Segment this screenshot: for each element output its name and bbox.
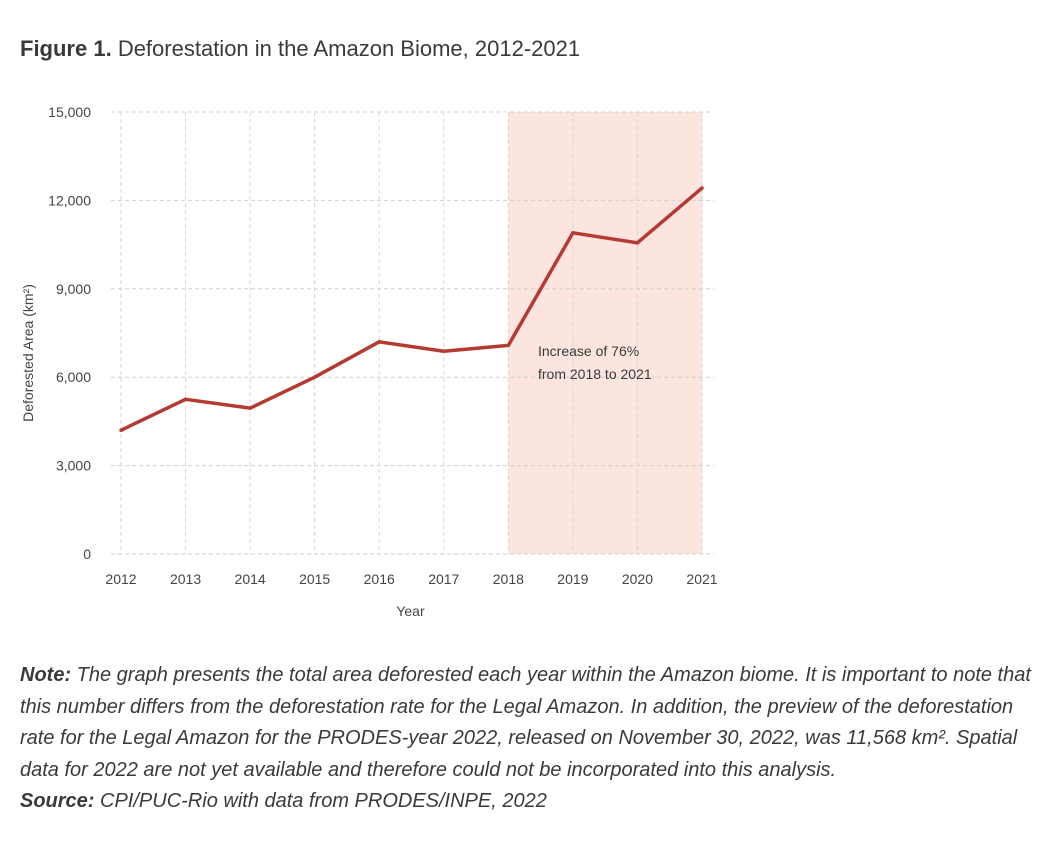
series-line <box>120 186 704 432</box>
data-point <box>377 340 381 344</box>
data-point <box>119 428 123 432</box>
note-paragraph: Note: The graph presents the total area … <box>20 660 1045 786</box>
x-tick-label: 2016 <box>364 571 395 587</box>
highlight-band <box>508 112 702 554</box>
data-point <box>700 186 704 190</box>
y-axis-ticks: 0 3,000 6,000 9,000 12,000 15,000 <box>48 104 91 562</box>
chart-grid <box>111 111 714 555</box>
y-tick-label: 3,000 <box>56 458 91 474</box>
data-point <box>442 349 446 354</box>
y-tick-label: 15,000 <box>48 104 91 120</box>
figure-title-text: Deforestation in the Amazon Biome, 2012-… <box>117 36 581 61</box>
source-text: CPI/PUC-Rio with data from PRODES/INPE, … <box>94 790 547 812</box>
x-tick-label: 2018 <box>493 571 524 587</box>
data-point <box>312 375 317 379</box>
data-point <box>248 406 252 410</box>
annotation-line-2: from 2018 to 2021 <box>538 366 652 382</box>
y-tick-label: 9,000 <box>56 281 91 297</box>
data-point <box>506 343 511 348</box>
x-tick-label: 2019 <box>557 571 588 587</box>
y-axis-label: Deforested Area (km²) <box>20 284 36 422</box>
note-block: Note: The graph presents the total area … <box>20 660 1045 818</box>
x-tick-label: 2020 <box>622 571 653 587</box>
x-tick-label: 2012 <box>105 571 136 587</box>
note-label: Note: <box>20 664 72 686</box>
data-point <box>571 231 575 235</box>
annotation-line-1: Increase of 76% <box>538 343 639 359</box>
data-point <box>635 241 640 245</box>
note-text: The graph presents the total area defore… <box>20 664 1031 781</box>
y-tick-label: 12,000 <box>48 192 91 208</box>
x-tick-label: 2021 <box>686 571 717 587</box>
x-axis-ticks: 2012 2013 2014 2015 2016 2017 2018 2019 2020 2021 <box>105 571 717 587</box>
data-point <box>183 397 188 402</box>
figure-title: Figure 1. Deforestation in the Amazon Bi… <box>20 36 580 62</box>
x-tick-label: 2014 <box>235 571 266 587</box>
x-tick-label: 2017 <box>428 571 459 587</box>
y-tick-label: 6,000 <box>56 369 91 385</box>
figure-number: Figure 1. <box>20 36 112 61</box>
series-points <box>119 186 704 432</box>
y-tick-label: 0 <box>83 546 91 562</box>
x-tick-label: 2013 <box>170 571 201 587</box>
source-label: Source: <box>20 790 95 812</box>
x-axis-label: Year <box>396 603 425 619</box>
x-tick-label: 2015 <box>299 571 330 587</box>
source-paragraph: Source: CPI/PUC-Rio with data from PRODE… <box>20 786 1045 818</box>
